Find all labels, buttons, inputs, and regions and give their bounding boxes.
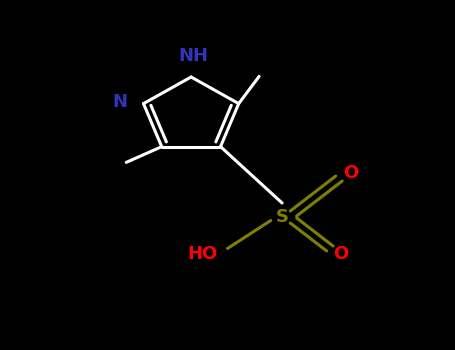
Text: O: O <box>334 245 349 263</box>
Text: NH: NH <box>178 47 208 65</box>
Text: N: N <box>112 93 127 111</box>
Text: S: S <box>276 208 288 226</box>
Text: O: O <box>343 164 358 182</box>
Text: HO: HO <box>187 245 217 263</box>
